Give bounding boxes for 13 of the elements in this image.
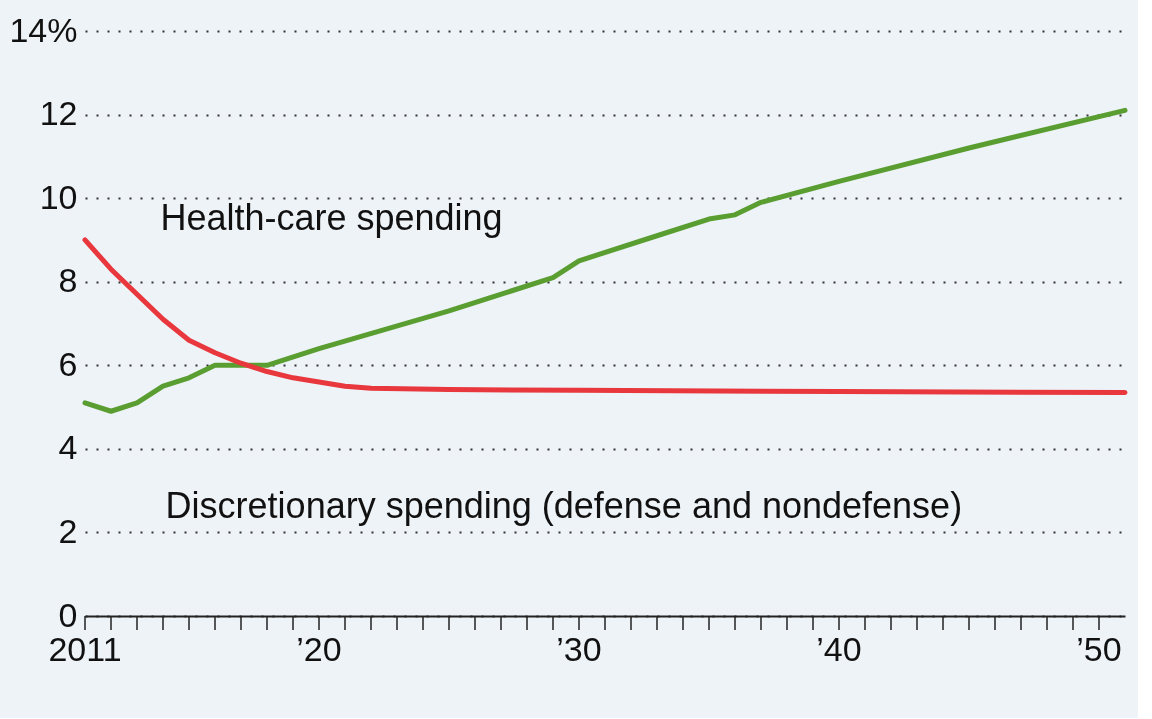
- x-tick-label: ’20: [296, 630, 342, 668]
- x-tick-label: ’30: [556, 630, 602, 668]
- y-tick-label: 10: [39, 177, 78, 216]
- y-tick-label: 6: [58, 344, 78, 383]
- x-tick-label: ’50: [1076, 630, 1122, 668]
- y-tick-label: 12: [39, 94, 78, 133]
- y-tick-label: 14%: [9, 10, 78, 49]
- series-label: Health-care spending: [160, 197, 503, 239]
- y-tick-label: 8: [58, 261, 78, 300]
- text: Discretionary spending (defense and nondefense): [165, 485, 963, 527]
- x-tick-label: ’40: [816, 630, 862, 668]
- y-tick-label: 2: [58, 511, 78, 550]
- y-tick-label: 4: [58, 428, 78, 467]
